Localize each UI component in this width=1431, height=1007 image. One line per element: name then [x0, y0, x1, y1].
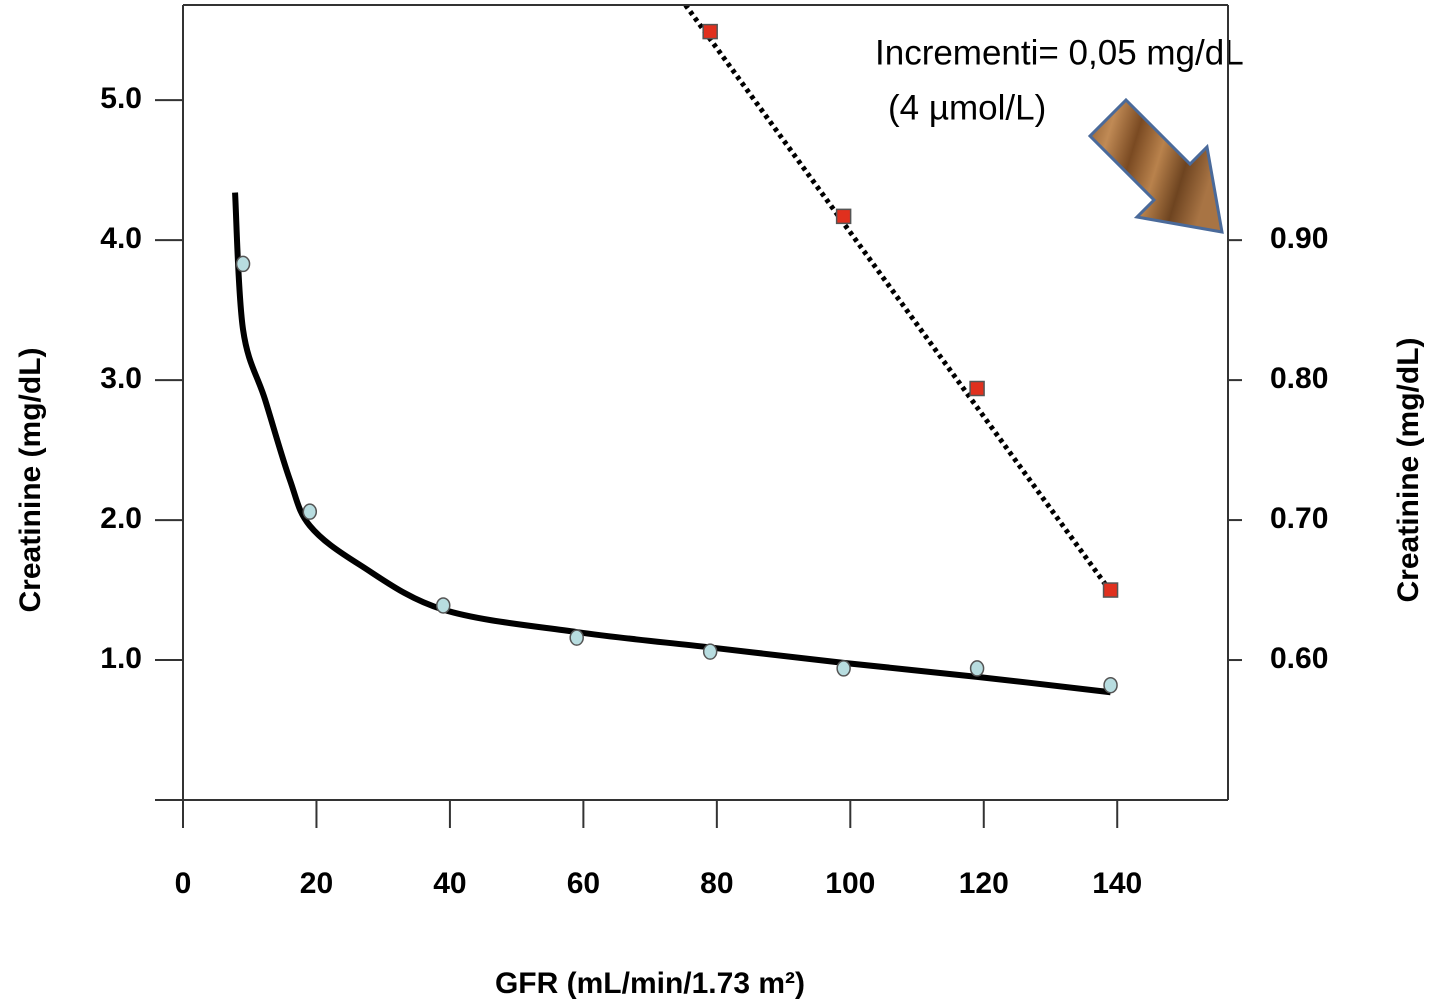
y-tick-label: 2.0	[100, 502, 142, 535]
point	[836, 660, 851, 677]
point	[835, 208, 852, 225]
y-tick-label: 3.0	[100, 362, 142, 395]
point	[969, 380, 985, 397]
x-axis-title: GFR (mL/min/1.73 m²)	[495, 967, 805, 1000]
x-tick-label: 80	[700, 867, 733, 900]
point	[1102, 582, 1119, 598]
point	[702, 643, 718, 660]
point	[569, 629, 584, 646]
y2-tick-label: 0.80	[1270, 362, 1328, 395]
point	[702, 23, 718, 40]
y2-tick-label: 0.90	[1270, 222, 1328, 255]
y2-tick-label: 0.60	[1270, 642, 1328, 675]
point	[302, 503, 318, 520]
arrow	[1087, 97, 1224, 234]
y-axis-title: Creatinine (mg/dL)	[14, 347, 47, 612]
trend-line	[232, 192, 1111, 696]
x-tick-label: 0	[175, 867, 192, 900]
x-tick-label: 20	[300, 867, 333, 900]
point	[969, 660, 985, 677]
y-tick-label: 4.0	[100, 222, 142, 255]
point	[235, 255, 251, 273]
x-tick-label: 40	[433, 867, 466, 900]
y2-axis-title: Creatinine (mg/dL)	[1392, 337, 1425, 602]
point	[435, 597, 451, 614]
x-tick-label: 60	[567, 867, 600, 900]
plot-area	[232, 5, 1119, 696]
y-tick-label: 1.0	[100, 642, 142, 675]
x-tick-label: 120	[959, 867, 1009, 900]
y-tick-label: 5.0	[100, 82, 142, 115]
y2-tick-label: 0.70	[1270, 502, 1328, 535]
annotation: (4 µmol/L)	[888, 88, 1046, 127]
point	[1103, 676, 1118, 694]
fit-line	[683, 5, 1113, 593]
annotation: Incrementi= 0,05 mg/dL	[875, 33, 1244, 72]
x-tick-label: 100	[825, 867, 875, 900]
x-tick-label: 140	[1092, 867, 1142, 900]
